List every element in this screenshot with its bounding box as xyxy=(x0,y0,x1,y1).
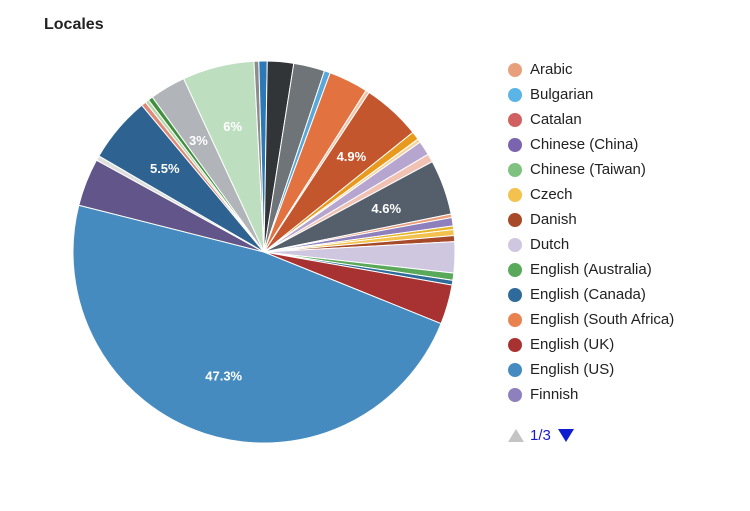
legend-item[interactable]: English (UK) xyxy=(508,332,674,357)
legend-label: English (US) xyxy=(530,361,615,378)
slice-data-label: 47.3% xyxy=(205,369,242,384)
legend-item[interactable]: Chinese (China) xyxy=(508,132,674,157)
legend-label: Chinese (China) xyxy=(530,136,639,153)
legend-label: Catalan xyxy=(530,111,582,128)
legend-pager: 1/3 xyxy=(508,427,574,444)
legend-item[interactable]: English (US) xyxy=(508,357,674,382)
legend-label: English (Australia) xyxy=(530,261,652,278)
page-indicator: 1/3 xyxy=(530,427,551,444)
legend-item[interactable]: English (Canada) xyxy=(508,282,674,307)
slice-data-label: 3% xyxy=(189,133,208,148)
legend-swatch xyxy=(508,112,522,127)
legend-swatch xyxy=(508,87,522,102)
slice-data-label: 4.6% xyxy=(371,201,401,216)
slice-data-label: 6% xyxy=(223,119,242,134)
legend-item[interactable]: Danish xyxy=(508,207,674,232)
legend-label: English (Canada) xyxy=(530,286,646,303)
legend-swatch xyxy=(508,137,522,152)
legend-label: Chinese (Taiwan) xyxy=(530,161,646,178)
chart-title: Locales xyxy=(44,16,104,33)
legend-swatch xyxy=(508,212,522,227)
legend-swatch xyxy=(508,387,522,402)
legend-item[interactable]: Dutch xyxy=(508,232,674,257)
triangle-down-icon[interactable] xyxy=(557,429,574,442)
legend-label: Czech xyxy=(530,186,573,203)
legend-item[interactable]: Arabic xyxy=(508,57,674,82)
legend-swatch xyxy=(508,262,522,277)
legend-swatch xyxy=(508,187,522,202)
legend-swatch xyxy=(508,312,522,327)
legend-item[interactable]: Czech xyxy=(508,182,674,207)
legend-swatch xyxy=(508,362,522,377)
legend-item[interactable]: Bulgarian xyxy=(508,82,674,107)
legend-swatch xyxy=(508,162,522,177)
legend-label: Dutch xyxy=(530,236,570,253)
slice-data-label: 4.9% xyxy=(337,149,367,164)
legend-label: Danish xyxy=(530,211,577,228)
slice-data-label: 5.5% xyxy=(150,161,180,176)
legend-label: Bulgarian xyxy=(530,86,594,103)
legend: Arabic Bulgarian Catalan Chinese (China) Chi… xyxy=(508,57,674,407)
legend-label: English (South Africa) xyxy=(530,311,675,328)
pie-slice[interactable] xyxy=(72,204,442,444)
legend-item[interactable]: English (South Africa) xyxy=(508,307,674,332)
legend-item[interactable]: Chinese (Taiwan) xyxy=(508,157,674,182)
legend-swatch xyxy=(508,62,522,77)
legend-item[interactable]: Catalan xyxy=(508,107,674,132)
legend-item[interactable]: Finnish xyxy=(508,382,674,407)
legend-swatch xyxy=(508,337,522,352)
legend-label: Finnish xyxy=(530,386,579,403)
pie-slice[interactable] xyxy=(263,251,453,325)
legend-swatch xyxy=(508,287,522,302)
legend-label: English (UK) xyxy=(530,336,615,353)
triangle-up-icon[interactable] xyxy=(508,429,524,442)
legend-swatch xyxy=(508,237,522,252)
legend-label: Arabic xyxy=(530,61,573,78)
legend-item[interactable]: English (Australia) xyxy=(508,257,674,282)
